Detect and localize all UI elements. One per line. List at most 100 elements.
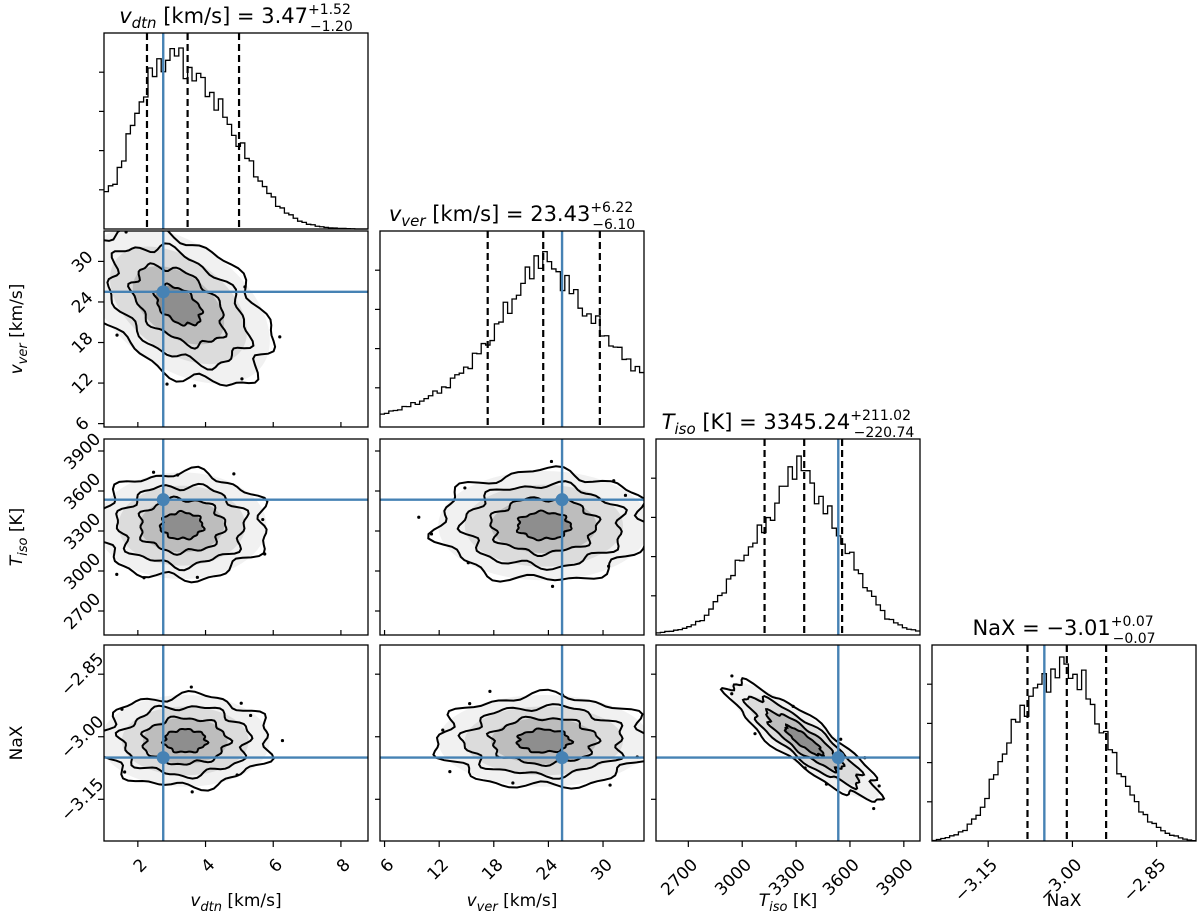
contour-0.5sigma (515, 727, 575, 754)
contour-1sigma (137, 495, 228, 556)
panel-frame (655, 438, 921, 636)
density-fill (785, 726, 824, 756)
sample-dot (115, 333, 119, 337)
title-vver: vver [km/s] = 23.43+6.22 −6.10 (389, 200, 635, 233)
sample-dot (824, 782, 829, 786)
histogram-Tiso (656, 455, 920, 634)
contour-1sigma (485, 715, 602, 768)
x-tick-label: 6 (377, 855, 399, 877)
y-tick-label: 3600 (60, 469, 105, 514)
y-tick-label: 30 (68, 247, 97, 276)
contour-2sigma (104, 465, 269, 584)
sample-dot (608, 783, 612, 787)
sample-dot (791, 704, 795, 708)
x-tick-label: 2 (130, 855, 152, 877)
marginal-panel-Tiso: Tiso [K] = 3345.24+211.02 −220.74 (651, 408, 921, 636)
x-axis-label-vdtn: vdtn [km/s] (190, 891, 281, 915)
x-tick-label: 4 (198, 855, 220, 877)
y-tick-label: −2.85 (57, 649, 108, 700)
x-tick-label: 3900 (873, 855, 918, 900)
title-Tiso: Tiso [K] = 3345.24+211.02 −220.74 (662, 408, 915, 441)
sample-dot (165, 382, 169, 386)
sample-dot (488, 689, 492, 693)
sample-dot (189, 685, 193, 689)
x-tick-label: −2.85 (1119, 855, 1170, 906)
y-axis-label-NaX: NaX (7, 725, 27, 760)
contour-0.5sigma (515, 509, 573, 542)
truth-point (555, 751, 569, 765)
histogram-vver (380, 251, 644, 415)
x-tick-label: 2700 (657, 855, 702, 900)
joint-panel-vver-Tiso (379, 438, 645, 636)
sample-dot (249, 713, 253, 718)
sample-dot (115, 572, 119, 576)
x-tick-label: 18 (478, 855, 507, 884)
sample-dot (441, 728, 445, 732)
sample-dot (468, 701, 472, 706)
sample-dot (97, 538, 100, 541)
histogram-NaX (932, 656, 1196, 842)
y-axis-label-Tiso: Tiso [K] (7, 508, 31, 567)
y-tick-label: 2700 (60, 589, 105, 634)
sample-dot (123, 770, 127, 774)
x-tick-label: −3.15 (951, 855, 1002, 906)
sample-dot (463, 486, 467, 490)
sample-dot (623, 493, 628, 497)
x-tick-label: 24 (533, 855, 562, 884)
sample-dot (278, 335, 282, 339)
contour-2sigma (427, 465, 644, 583)
sample-dot (730, 692, 734, 696)
y-tick-label: 24 (68, 288, 97, 317)
contour-2sigma (432, 688, 644, 790)
x-tick-label: 6 (265, 855, 287, 877)
panel-frame (103, 438, 369, 636)
sample-dot (466, 561, 470, 565)
sample-dot (511, 781, 515, 785)
histogram-vdtn (104, 47, 368, 230)
joint-panel-vdtn-vver (100, 222, 369, 428)
sample-dot (803, 766, 807, 770)
contour-1sigma (489, 496, 602, 557)
density-fill (164, 729, 207, 753)
contour-1.5sigma (456, 480, 628, 571)
truth-point (156, 285, 170, 299)
y-axis-label-vver: vver [km/s] (7, 284, 31, 375)
sample-dot (142, 576, 146, 580)
sample-dot (263, 552, 267, 556)
contour-1.5sigma (741, 694, 866, 791)
contour-1.5sigma (115, 482, 250, 572)
x-axis-label-Tiso: Tiso [K] (759, 891, 818, 915)
y-tick-label: 3300 (60, 509, 105, 554)
sample-dot (100, 229, 103, 232)
joint-panel-vdtn-Tiso (97, 438, 369, 636)
contour-1.5sigma (457, 703, 626, 780)
contour-2sigma (719, 677, 886, 803)
y-tick-label: 18 (68, 329, 97, 358)
joint-panel-vver-NaX (379, 644, 645, 842)
sample-dot (235, 773, 239, 777)
panel-frame (931, 644, 1197, 842)
sample-dot (753, 732, 757, 736)
sample-dot (872, 806, 876, 811)
sample-dot (151, 470, 156, 474)
x-axis-label-NaX: NaX (1047, 891, 1082, 911)
contour-1sigma (139, 715, 234, 766)
sample-dot (232, 472, 236, 476)
marginal-panel-vver: vver [km/s] = 23.43+6.22 −6.10 (375, 200, 645, 428)
truth-point (156, 493, 170, 507)
sample-dot (417, 515, 421, 519)
sample-dot (174, 222, 177, 225)
panel-frame (379, 230, 645, 428)
contour-2sigma (104, 689, 275, 792)
marginal-panel-vdtn: vdtn [km/s] = 3.47+1.52 −1.20 (99, 2, 369, 230)
sample-dot (239, 701, 243, 705)
sample-dot (243, 285, 247, 289)
marginal-panel-NaX: NaX = −3.01+0.07 −0.07 (927, 614, 1197, 842)
sample-dot (429, 532, 434, 536)
sample-dot (549, 459, 554, 464)
sample-dot (176, 473, 180, 477)
sample-dot (839, 737, 843, 741)
